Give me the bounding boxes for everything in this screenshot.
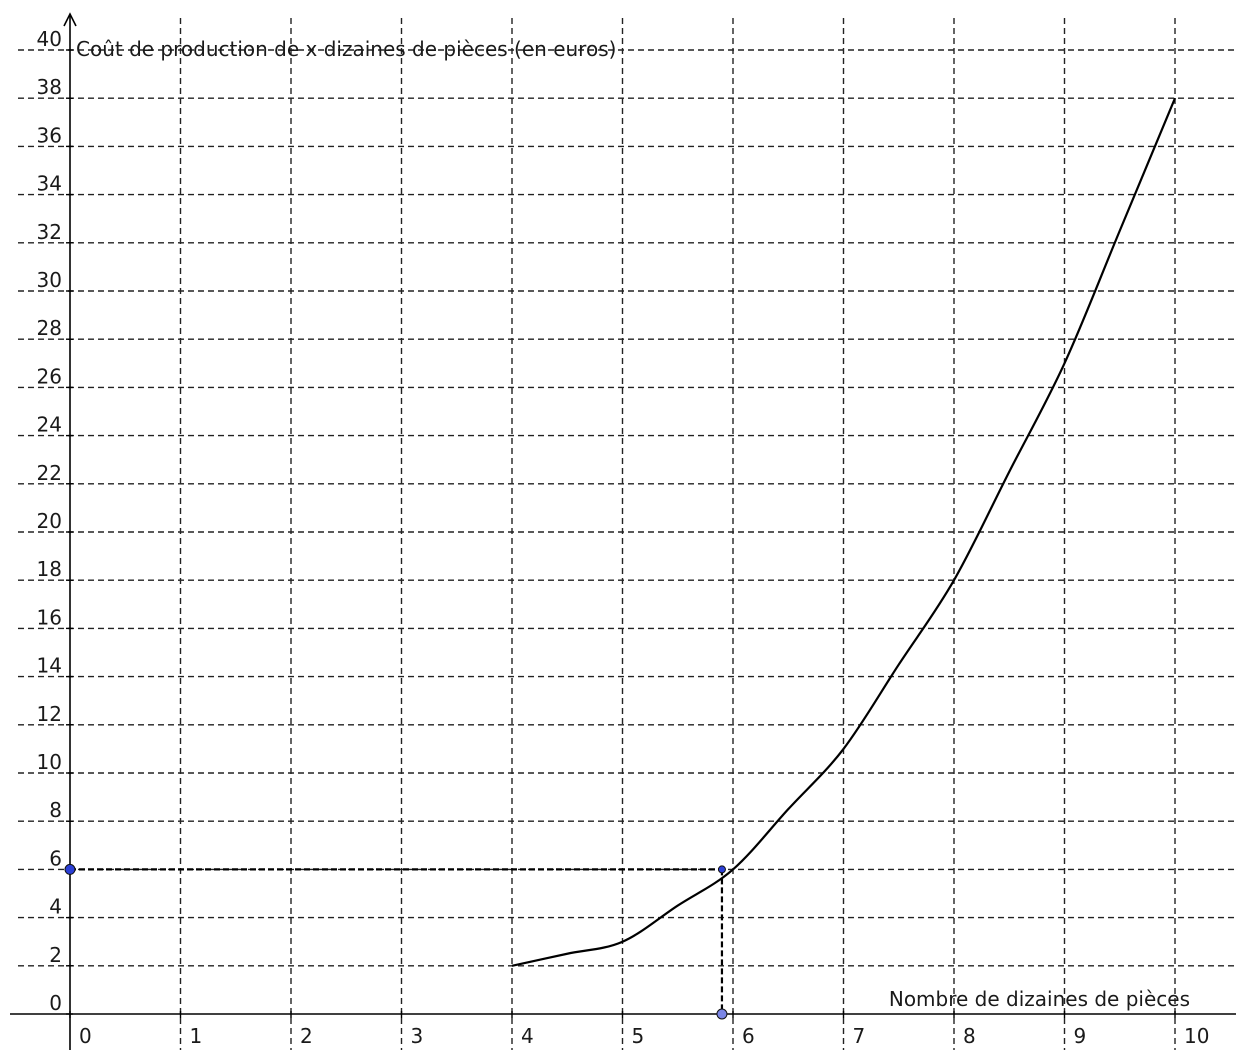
y-tick-label: 30	[37, 268, 62, 292]
y-tick-label: 38	[37, 75, 62, 99]
y-tick-label: 4	[49, 895, 62, 919]
cost-curve	[511, 97, 1177, 967]
y-tick-label: 6	[49, 846, 62, 870]
axes	[10, 12, 1236, 1050]
x-tick-label: 4	[521, 1024, 534, 1048]
x-tick-label: 10	[1184, 1024, 1209, 1048]
x-tick-label: 3	[411, 1024, 424, 1048]
y-tick-label: 28	[37, 316, 62, 340]
y-tick-label: 10	[37, 750, 62, 774]
y-axis-title: Coût de production de x dizaines de pièc…	[76, 37, 616, 61]
y-tick-label: 16	[37, 605, 62, 629]
x-tick-label: 6	[742, 1024, 755, 1048]
y-tick-label: 40	[37, 27, 62, 51]
y-tick-label: 22	[37, 461, 62, 485]
x-tick-label: 0	[79, 1024, 92, 1048]
x-tick-label: 9	[1074, 1024, 1087, 1048]
point-on-x-axis[interactable]	[716, 1008, 728, 1020]
y-tick-label: 36	[37, 123, 62, 147]
y-tick-label: 20	[37, 509, 62, 533]
y-tick-label: 32	[37, 220, 62, 244]
y-axis-arrow-icon	[63, 12, 77, 27]
y-tick-label: 0	[49, 991, 62, 1015]
y-tick-label: 34	[37, 172, 62, 196]
x-tick-label: 7	[853, 1024, 866, 1048]
y-tick-label: 18	[37, 557, 62, 581]
x-tick-label: 5	[632, 1024, 645, 1048]
point-on-curve[interactable]	[717, 865, 726, 874]
x-axis-title: Nombre de dizaines de pièces	[889, 987, 1190, 1011]
tick-labels: 0 1 2 3 4 5 6 7 8 9 100246810121416182022242628303…	[37, 27, 1210, 1048]
point-on-y-axis[interactable]	[64, 863, 76, 875]
y-tick-label: 24	[37, 413, 62, 437]
x-tick-label: 8	[963, 1024, 976, 1048]
y-tick-label: 26	[37, 364, 62, 388]
x-tick-label: 1	[190, 1024, 203, 1048]
grid	[18, 18, 1236, 1050]
y-tick-label: 8	[49, 798, 62, 822]
y-tick-label: 12	[37, 702, 62, 726]
y-tick-label: 14	[37, 654, 62, 678]
plot-area	[64, 97, 1177, 1020]
y-tick-label: 2	[49, 943, 62, 967]
x-tick-label: 2	[300, 1024, 313, 1048]
